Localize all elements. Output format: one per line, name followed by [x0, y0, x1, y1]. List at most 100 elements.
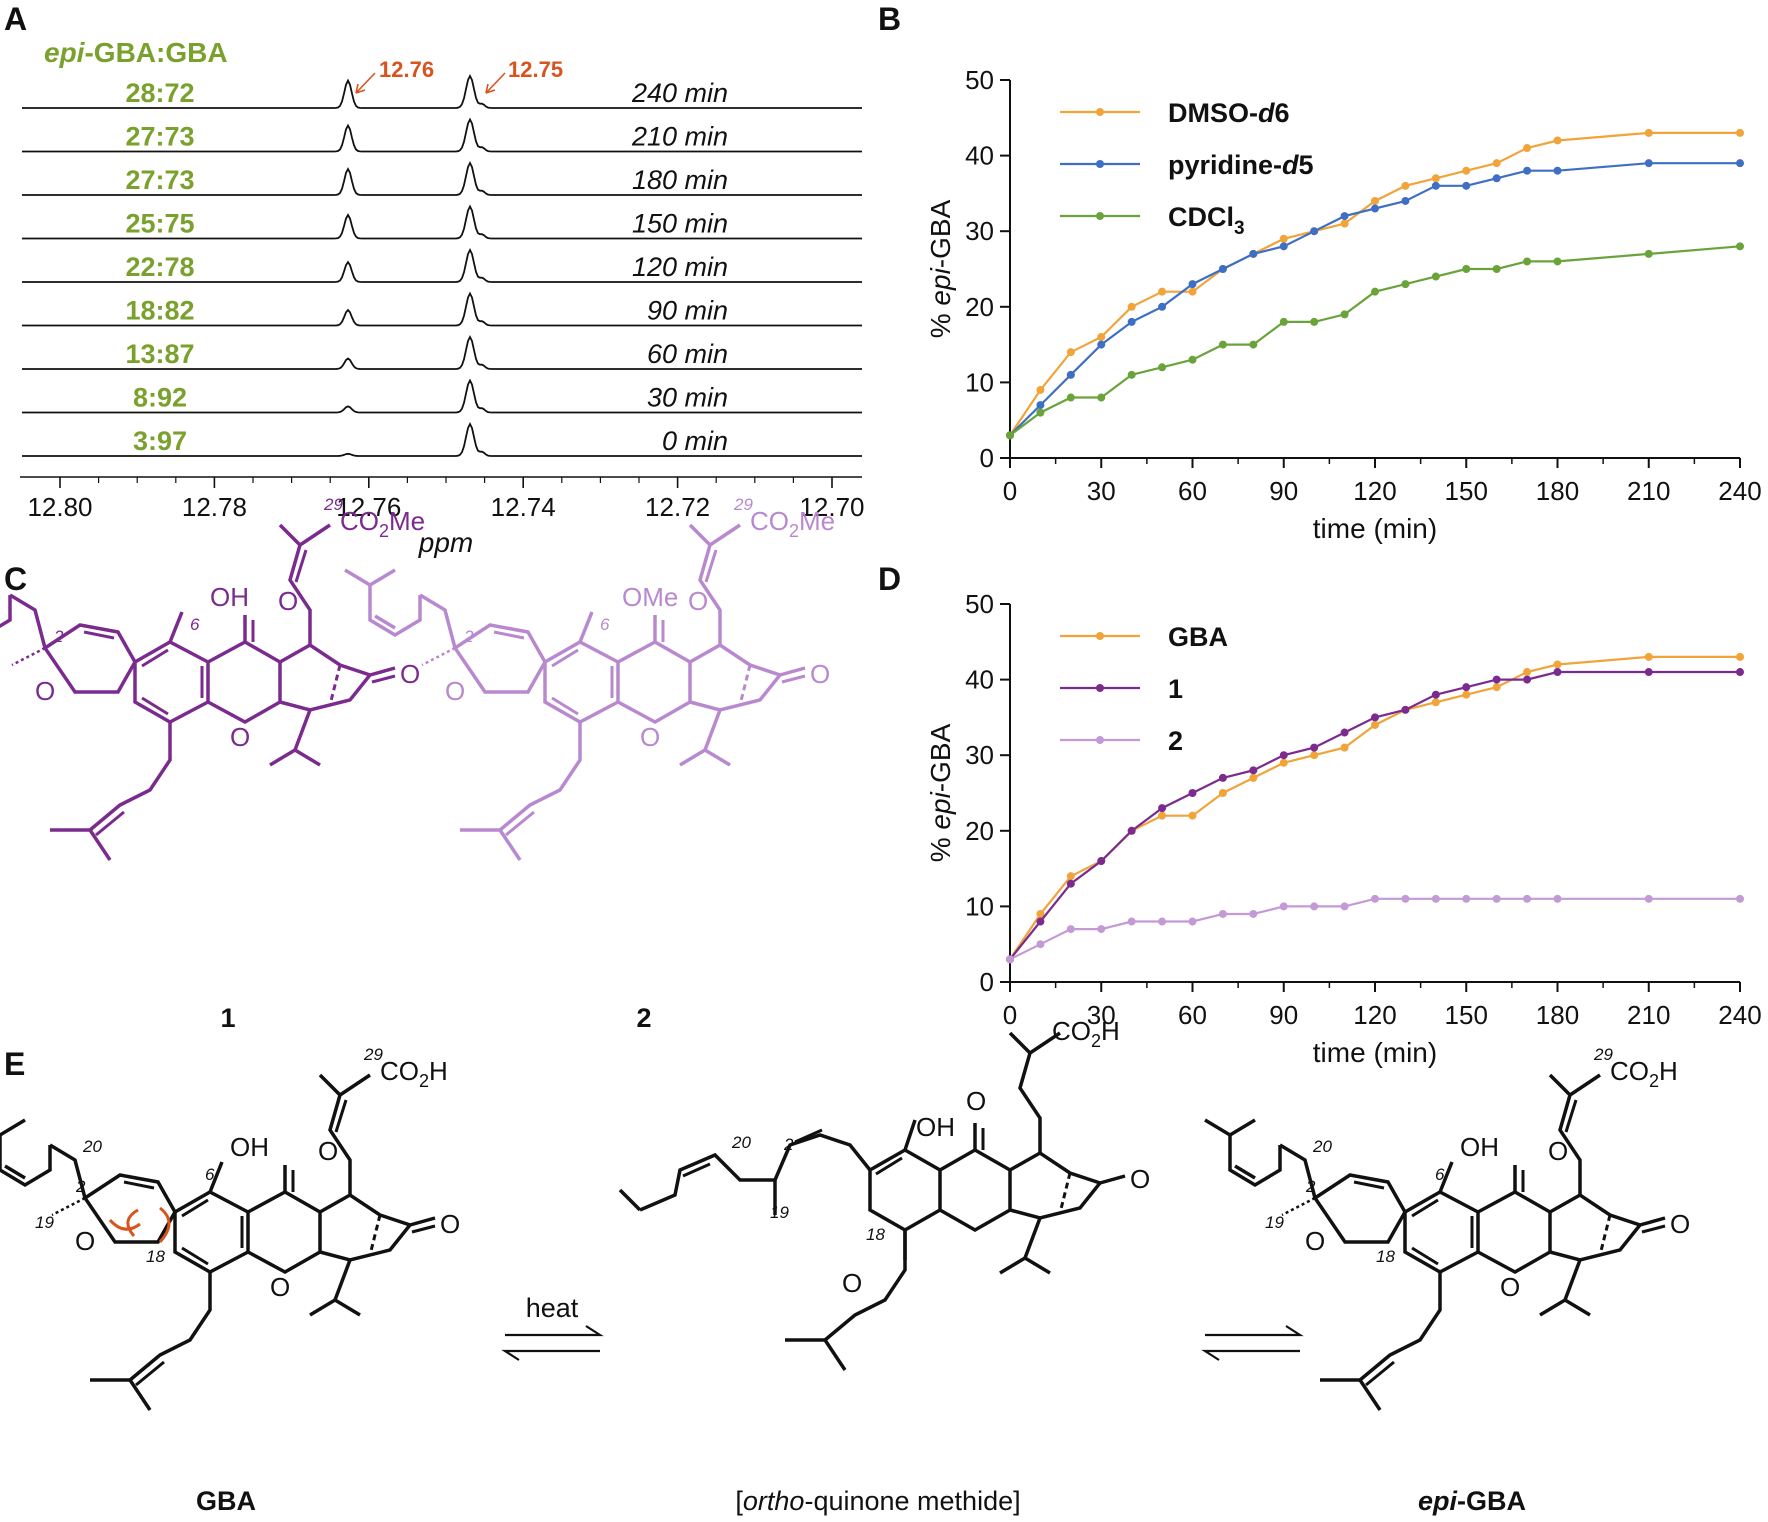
data-point	[1401, 894, 1410, 903]
oqm-num-2: 2	[783, 1135, 794, 1154]
data-point	[1523, 144, 1532, 153]
y-tick-label: 10	[965, 367, 994, 397]
nmr-trace	[22, 160, 862, 196]
data-point	[1431, 698, 1440, 707]
s1-o-ring: O	[35, 676, 55, 706]
data-point	[1188, 917, 1197, 926]
data-point	[1127, 370, 1136, 379]
peak-arrow-1275	[485, 72, 506, 94]
y-tick-label: 40	[965, 141, 994, 171]
data-point	[1066, 393, 1075, 402]
x-tick-label: 240	[1718, 1000, 1761, 1030]
x-tick-label: 60	[1178, 1000, 1207, 1030]
s2-o-ring: O	[445, 676, 465, 706]
nmr-trace	[22, 334, 862, 370]
nmr-trace	[22, 204, 862, 240]
data-point	[1340, 743, 1349, 752]
data-point	[1158, 302, 1167, 311]
data-point	[1644, 159, 1653, 168]
legend-label: GBA	[1168, 622, 1228, 652]
gba-o-xan: O	[270, 1272, 290, 1302]
data-point	[1523, 668, 1532, 677]
peak-label-1275: 12.75	[508, 57, 563, 82]
x-tick-label: 210	[1627, 476, 1670, 506]
data-point	[1279, 902, 1288, 911]
electron-arrow-1	[126, 1208, 139, 1237]
data-point	[1006, 431, 1014, 440]
data-point	[1036, 940, 1045, 949]
data-point	[1066, 872, 1075, 881]
nmr-ratio-label: 18:82	[125, 296, 194, 326]
data-point	[1736, 894, 1744, 903]
oqm-o-cage: O	[1130, 1164, 1150, 1194]
data-point	[1462, 181, 1471, 190]
data-point	[1127, 917, 1136, 926]
data-point	[1127, 302, 1136, 311]
x-tick-label: 0	[1003, 476, 1017, 506]
s2-ester-co: CO	[750, 506, 789, 536]
s2-num-29: 29	[733, 495, 753, 514]
s1-num-29: 29	[323, 495, 343, 514]
panel-label-c: C	[4, 561, 27, 597]
data-point	[1644, 652, 1653, 661]
epi-acid-h: H	[1659, 1056, 1678, 1086]
oqm-acid: CO2H	[1052, 1016, 1120, 1051]
nmr-ratio-label: 27:73	[125, 165, 194, 195]
nmr-ratio-label: 8:92	[133, 383, 187, 413]
y-axis-title: % epi-GBA	[925, 723, 956, 862]
nmr-time-label: 210 min	[631, 122, 728, 152]
x-tick-label: 150	[1445, 1000, 1488, 1030]
nmr-panel: epi-GBA:GBA 28:72 27:73 27:73 25:75 22:78 18:…	[20, 37, 865, 558]
data-point	[1249, 766, 1258, 775]
y-tick-label: 30	[965, 216, 994, 246]
legend-label: DMSO-d6	[1168, 98, 1290, 128]
data-point	[1066, 370, 1075, 379]
gba-num-29: 29	[363, 1045, 383, 1064]
oqm-oh: OH	[916, 1112, 955, 1142]
nmr-x-tick-label: 12.74	[491, 492, 556, 522]
nmr-time-label: 0 min	[662, 426, 728, 456]
data-point	[1249, 773, 1258, 782]
y-tick-label: 40	[965, 665, 994, 695]
oqm-label: [ortho-quinone methide]	[735, 1486, 1020, 1516]
s2-ester-me: Me	[799, 506, 835, 536]
gba-acid: CO2H	[380, 1056, 448, 1091]
data-point	[1310, 227, 1319, 236]
data-point	[1736, 652, 1744, 661]
data-point	[1523, 257, 1532, 266]
data-point	[1340, 219, 1349, 228]
data-point	[1127, 317, 1136, 326]
data-point	[1462, 683, 1471, 692]
epi-gba-label: epi-GBA	[1418, 1486, 1526, 1516]
data-point	[1066, 925, 1075, 934]
gba-o-ketone: O	[318, 1136, 338, 1166]
s1-oh: OH	[210, 582, 249, 612]
data-point	[1401, 181, 1410, 190]
oqm-acid-sub: 2	[1091, 1031, 1101, 1051]
structure-quinone-methide	[618, 1031, 1126, 1371]
nmr-time-label: 240 min	[631, 78, 728, 108]
nmr-ratio-label: 27:73	[125, 122, 194, 152]
nmr-trace	[22, 117, 862, 153]
oqm-acid-h: H	[1101, 1016, 1120, 1046]
x-tick-label: 120	[1353, 476, 1396, 506]
structure-1: OH CO2Me O O O O 2 6 29	[0, 495, 425, 862]
x-tick-label: 180	[1536, 476, 1579, 506]
s2-num-6: 6	[600, 615, 610, 634]
nmr-x-tick-label: 12.70	[799, 492, 864, 522]
data-point	[1340, 902, 1349, 911]
epi-oh: OH	[1460, 1132, 1499, 1162]
data-point	[1340, 310, 1349, 319]
data-point	[1340, 212, 1349, 221]
data-point	[1158, 287, 1167, 296]
data-point	[1158, 363, 1167, 372]
data-point	[1492, 675, 1501, 684]
data-point	[1401, 705, 1410, 714]
data-point	[1523, 675, 1532, 684]
gba-num-19: 19	[35, 1213, 54, 1232]
gba-oh: OH	[230, 1132, 269, 1162]
data-point	[1523, 894, 1532, 903]
data-point	[1736, 668, 1744, 677]
data-point	[1249, 909, 1258, 918]
oqm-o-ketone: O	[966, 1086, 986, 1116]
